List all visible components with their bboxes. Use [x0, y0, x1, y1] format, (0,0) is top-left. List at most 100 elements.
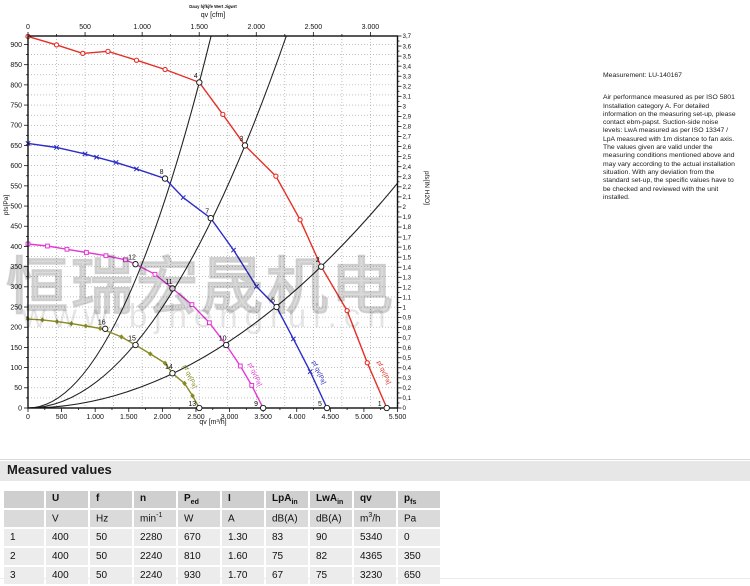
tick-label-right: 2,8 [403, 124, 412, 131]
fan-curve-3-label: pf qv[Pa] [246, 362, 263, 388]
marker-square [45, 243, 50, 249]
tick-label-top: 1.500 [190, 24, 208, 31]
table-row: 3 400 50 2240 930 1.70 67 75 3230 650 [4, 567, 440, 584]
tick-label-right: 3,7 [403, 33, 412, 40]
fan-performance-chart: pf qv[Pa]pf qv[Pa]pf qv[Pa]pf qv[Pa]0 500… [3, 4, 430, 426]
measurement-note: Measurement: LU-140167 Air performance m… [603, 72, 750, 202]
marker-circle [297, 217, 303, 223]
operating-point-2 [318, 263, 325, 270]
measurement-note-body: Air performance measured as per ISO 5801… [603, 94, 736, 201]
marker-circle [220, 111, 226, 118]
operating-point-15 [132, 341, 139, 349]
cell: 930 [178, 567, 220, 584]
marker-circle [105, 48, 111, 54]
operating-point-11 [169, 285, 176, 292]
cell: 50 [90, 548, 132, 565]
fan-curve-4-label: pf qv[Pa] [181, 364, 198, 390]
cell: 82 [310, 548, 352, 565]
tick-label-right: 1,2 [403, 285, 412, 292]
y-axis-left-label: pfs[Pa] [3, 195, 10, 215]
operating-point-label-9: 9 [254, 401, 258, 408]
fan-curve-4: pf qv[Pa] [25, 316, 202, 411]
cell: 1.70 [222, 567, 264, 584]
cell: 0 [398, 529, 440, 546]
marker-x [93, 154, 100, 160]
marker-diamond [40, 317, 45, 323]
cell: 75 [310, 567, 352, 584]
marker-x [53, 144, 60, 151]
tick-label-right: 1,3 [403, 274, 412, 281]
cell: 67 [266, 567, 308, 584]
marker-diamond [54, 318, 60, 325]
unit-cell: V [46, 510, 88, 527]
tick-label-right: 3,5 [403, 53, 412, 60]
measured-values-table: U f n Ped I LpAin LwAin qv pfs V Hz min-… [2, 489, 442, 586]
tick-label-right: 1,1 [403, 295, 412, 302]
operating-point-label-2: 2 [316, 257, 320, 264]
tick-label-left: 700 [10, 123, 22, 130]
tick-label-right: 0,7 [403, 335, 412, 342]
fan-curve-2-line [27, 142, 328, 409]
marker-circle [53, 42, 60, 48]
marker-x [82, 151, 88, 157]
tick-label-right: 0 [403, 405, 407, 412]
fan-curve-3-line [27, 243, 264, 409]
operating-point-5 [323, 404, 331, 412]
tick-label-left: 450 [10, 224, 22, 231]
tick-label-right: 2,5 [403, 154, 412, 161]
section-top-divider [0, 459, 750, 460]
header-cell: n [134, 491, 176, 508]
x-axis-bottom-label: qv [m³/h] [199, 419, 226, 426]
tick-label-right: 2,7 [403, 134, 412, 141]
marker-diamond [119, 334, 124, 340]
cell: 2240 [134, 567, 176, 584]
system-parabola-3 [27, 182, 398, 409]
operating-point-16 [102, 325, 109, 332]
table-header-row: U f n Ped I LpAin LwAin qv pfs [4, 491, 440, 508]
tick-label-bottom: 5.500 [389, 414, 407, 421]
tick-label-left: 600 [10, 163, 22, 170]
tick-label-right: 0,3 [403, 375, 412, 382]
tick-label-right: 3,6 [403, 43, 412, 50]
marker-x [133, 166, 140, 172]
tick-label-bottom: 1.000 [86, 414, 104, 421]
marker-circle [80, 50, 86, 57]
cell: 1.30 [222, 529, 264, 546]
operating-point-label-13: 13 [188, 401, 196, 408]
tick-label-bottom: 1.500 [120, 414, 138, 421]
marker-x [253, 283, 259, 289]
tick-label-right: 2,3 [403, 174, 412, 181]
header-cell: pfs [398, 491, 440, 508]
operating-point-label-3: 3 [240, 136, 244, 143]
tick-label-bottom: 4.000 [288, 414, 306, 421]
marker-square [123, 257, 128, 263]
header-cell: f [90, 491, 132, 508]
unit-cell: A [222, 510, 264, 527]
marker-circle [162, 66, 168, 73]
tick-label-right: 1,9 [403, 214, 412, 221]
cell: 5340 [354, 529, 396, 546]
operating-point-label-11: 11 [165, 279, 172, 286]
marker-diamond [97, 325, 103, 332]
tick-label-top: 2.000 [248, 24, 266, 31]
chart-title-small: Dauy hjfkjfe Wert Jigwrt [189, 4, 237, 9]
marker-diamond [83, 323, 89, 329]
tick-label-bottom: 500 [56, 414, 68, 421]
cell: 2240 [134, 548, 176, 565]
marker-diamond [182, 380, 187, 386]
cell: 650 [398, 567, 440, 584]
tick-label-right: 0,1 [403, 395, 412, 402]
tick-label-left: 400 [10, 244, 22, 251]
tick-label-right: 2,9 [403, 114, 412, 121]
header-cell: U [46, 491, 88, 508]
operating-point-label-4: 4 [194, 73, 198, 80]
tick-label-left: 200 [10, 325, 22, 332]
cell: 400 [46, 529, 88, 546]
marker-x [113, 159, 119, 165]
tick-label-right: 3,3 [403, 73, 412, 80]
marker-diamond [190, 393, 195, 399]
marker-x [180, 195, 186, 201]
tick-label-bottom: 3.500 [254, 414, 272, 421]
operating-point-label-15: 15 [128, 335, 136, 342]
tick-label-left: 800 [10, 82, 22, 89]
